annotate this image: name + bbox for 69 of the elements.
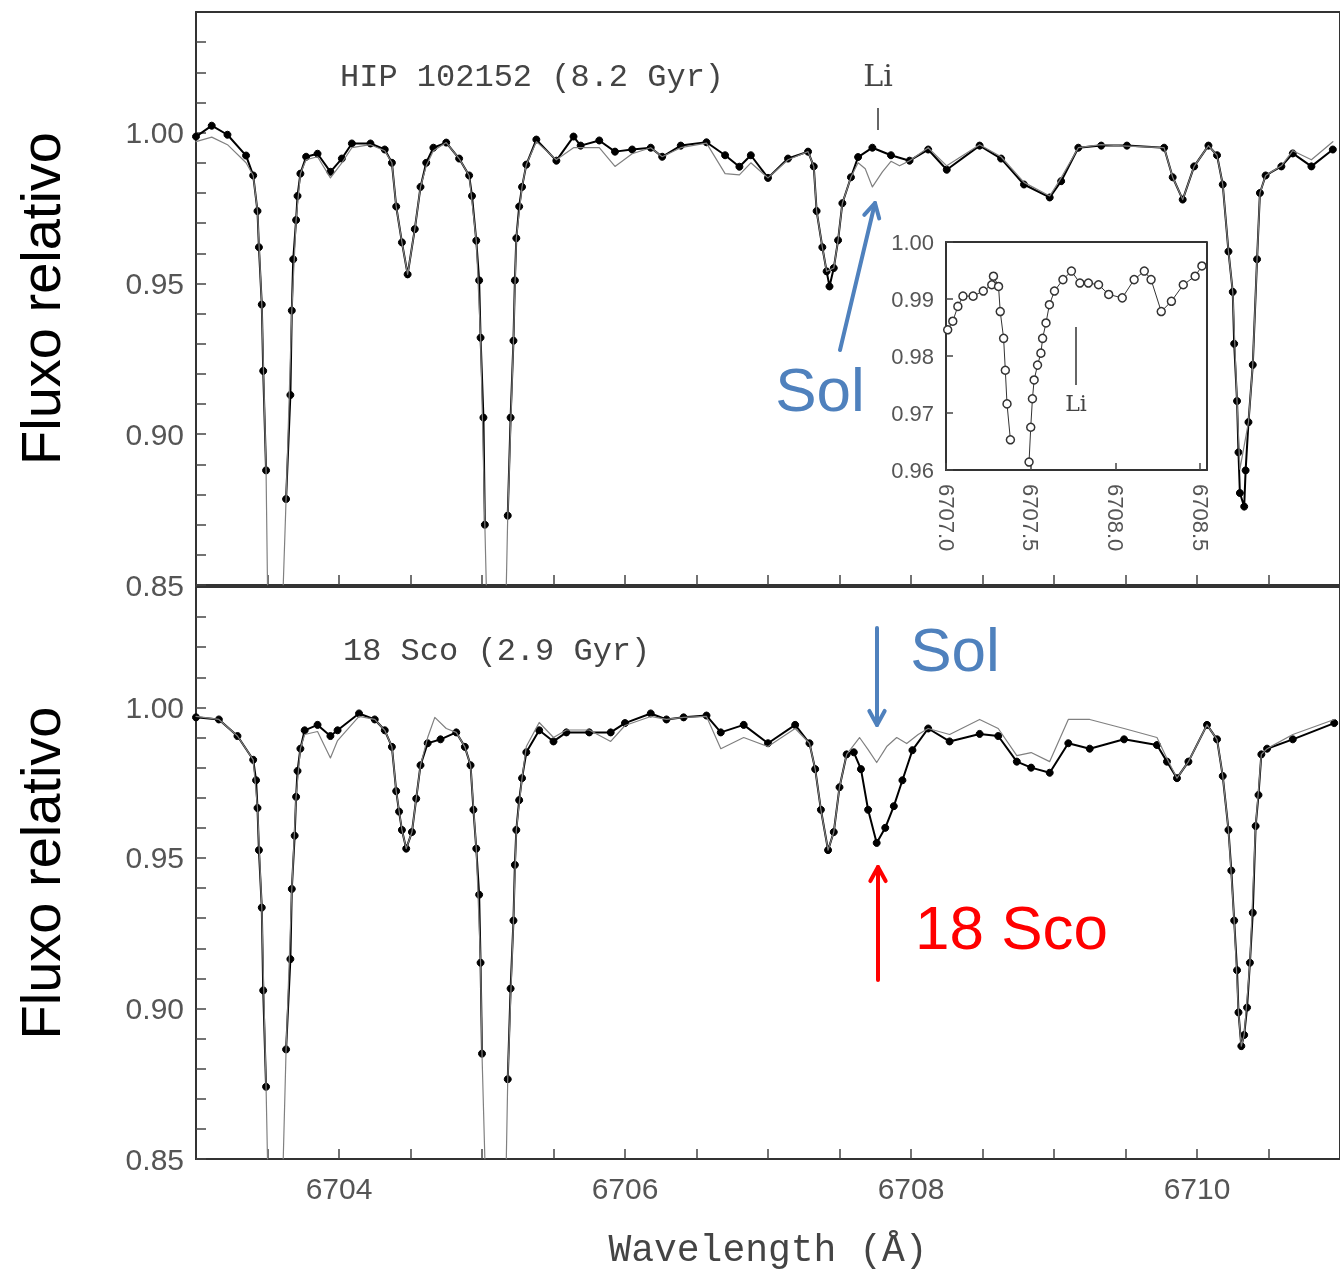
y-tick-label: 0.95 [125, 841, 184, 875]
y-tick-label: 0.98 [891, 343, 934, 369]
point [1041, 318, 1051, 328]
annotation: Sol [910, 615, 1000, 685]
point [1093, 280, 1104, 290]
point [1103, 289, 1114, 300]
point [1037, 333, 1048, 344]
x-tick-label: 6707.5 [1018, 484, 1044, 552]
y-tick-label: 0.96 [891, 457, 934, 483]
point [1058, 274, 1068, 285]
point [993, 281, 1004, 292]
annotation: HIP 102152 (8.2 Gyr) [340, 59, 725, 97]
point [1178, 280, 1189, 290]
y-tick-label: 0.85 [125, 568, 184, 602]
point [1000, 365, 1011, 375]
y-tick-label: 0.90 [125, 991, 184, 1025]
x-tick-label: 6706 [591, 1171, 659, 1205]
point [1197, 261, 1207, 271]
y-tick-label: 0.99 [891, 286, 934, 312]
point [1129, 274, 1139, 285]
point [1156, 306, 1166, 317]
point [953, 301, 963, 312]
annotation: Li [863, 58, 893, 93]
point [1117, 293, 1128, 303]
point [1029, 375, 1039, 385]
x-tick-label: 6708.0 [1102, 484, 1128, 552]
y-tick-label: 1.00 [125, 116, 184, 150]
x-tick-label: 6708 [877, 1171, 945, 1205]
point [1027, 394, 1038, 404]
y-tick-label: 1.00 [891, 229, 934, 255]
y-axis-title: Fluxo relativo [8, 131, 72, 466]
x-tick-label: 6704 [305, 1171, 373, 1205]
point [1026, 422, 1036, 432]
x-tick-label: 6707.0 [933, 484, 959, 552]
annotation: 18 Sco (2.9 Gyr) [343, 633, 651, 671]
y-tick-label: 0.95 [125, 266, 184, 300]
point [1044, 299, 1055, 310]
x-axis-title: Wavelength (Å) [608, 1228, 928, 1272]
point [968, 291, 978, 301]
point [1166, 296, 1177, 307]
point [958, 291, 968, 301]
annotation: 18 Sco [915, 893, 1109, 963]
y-tick-label: 1.00 [125, 690, 184, 724]
x-tick-label: 6708.5 [1187, 484, 1213, 552]
point [1190, 271, 1200, 281]
y-tick-label: 0.97 [891, 400, 934, 426]
point [1005, 435, 1016, 445]
point [1024, 457, 1034, 467]
x-tick-label: 6710 [1163, 1171, 1231, 1205]
point [995, 306, 1005, 317]
point [942, 325, 953, 335]
point [978, 286, 989, 296]
point [1049, 286, 1060, 296]
point [948, 316, 958, 326]
point [1146, 274, 1156, 285]
y-axis-title: Fluxo relativo [8, 706, 72, 1040]
point [998, 333, 1009, 344]
point [1075, 278, 1085, 288]
annotation: Sol [775, 355, 865, 425]
point [1066, 266, 1077, 276]
point [988, 271, 999, 281]
point [1032, 360, 1043, 370]
point [1002, 399, 1012, 409]
y-tick-label: 0.85 [125, 1142, 184, 1176]
point [1036, 348, 1046, 358]
point [1139, 266, 1150, 276]
annotation: Li [1065, 391, 1087, 416]
point [1083, 278, 1094, 288]
y-tick-label: 0.90 [125, 417, 184, 451]
